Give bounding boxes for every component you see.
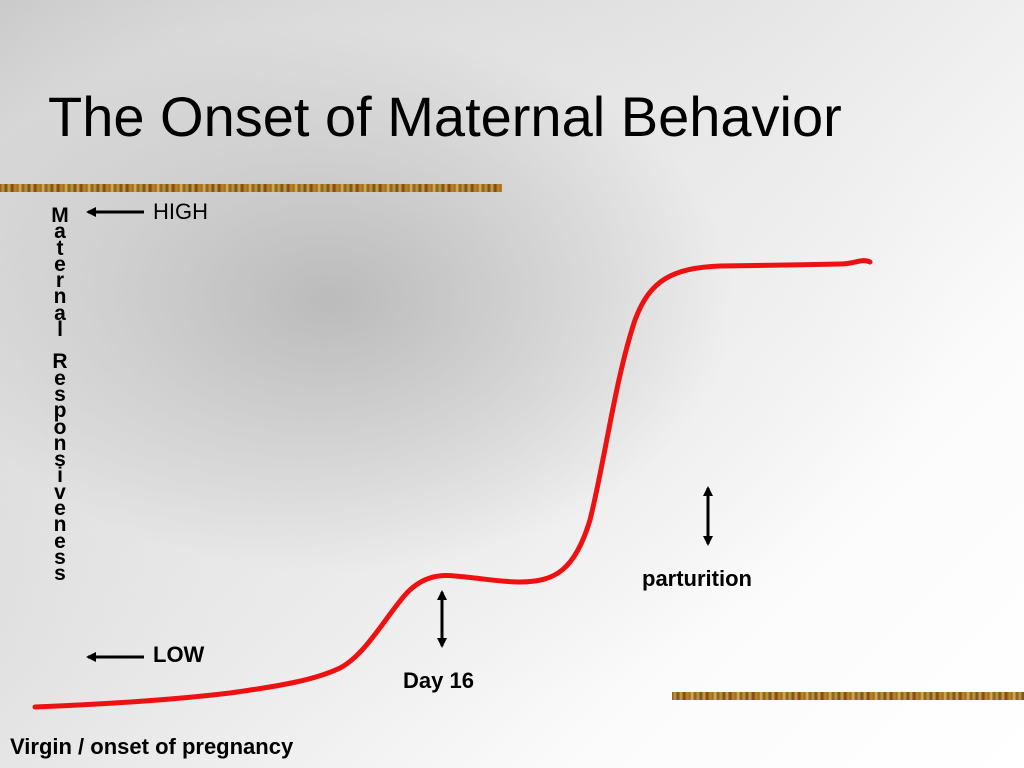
y-axis-label-letter: s	[54, 448, 66, 472]
slide-title: The Onset of Maternal Behavior	[48, 85, 842, 148]
parturition-label: parturition	[642, 566, 752, 591]
y-axis-label-letter: e	[54, 529, 66, 553]
decorative-bar-top	[0, 184, 502, 192]
y-axis-label-letter: p	[53, 399, 67, 423]
y-axis-label-letter: l	[57, 318, 63, 342]
y-axis-label-letter: e	[54, 497, 66, 521]
y-axis-label-letter: t	[56, 236, 64, 260]
decorative-bar-bottom	[672, 692, 1024, 700]
y-axis-label-letter: r	[55, 269, 65, 293]
y-axis-label-letter: s	[54, 562, 66, 586]
maternal-responsiveness-curve	[32, 258, 873, 710]
start-label: Virgin / onset of pregnancy	[10, 734, 294, 759]
y-axis-label-letter: s	[54, 382, 66, 406]
y-axis-label-letter: e	[54, 366, 66, 390]
high-label: HIGH	[153, 199, 208, 224]
y-axis-label-letter: M	[51, 204, 69, 227]
low-label: LOW	[153, 642, 205, 667]
y-axis-label-letter: a	[54, 301, 66, 325]
y-axis-label-letter: o	[53, 415, 67, 439]
y-axis-label-letter: n	[53, 513, 67, 537]
y-axis-label-letter: n	[53, 285, 67, 309]
y-axis-label-letter: i	[57, 464, 63, 488]
y-axis-label-letter: R	[52, 350, 68, 374]
y-axis-label-letter: v	[54, 480, 66, 504]
y-axis-label-letter: a	[54, 220, 66, 244]
y-axis-label-letter: e	[54, 252, 66, 276]
y-axis-label-letter: s	[54, 545, 66, 569]
y-axis-label-letter: n	[53, 431, 67, 455]
day16-label: Day 16	[403, 668, 474, 693]
